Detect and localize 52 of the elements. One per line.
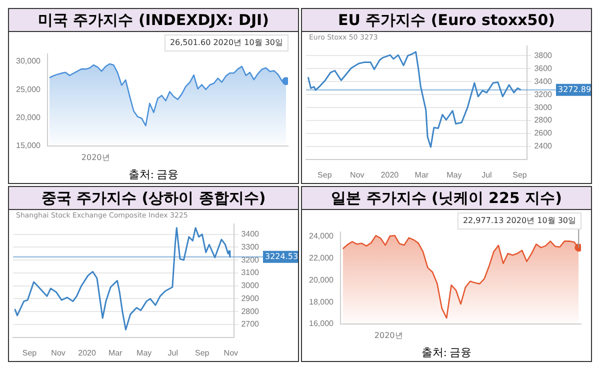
- x-tick-label: Mar: [414, 170, 429, 180]
- text: 26,501.60 2020년 10월 30일: [170, 38, 283, 48]
- y-tick-label: 20,000: [309, 275, 334, 284]
- y2-tick-label: 3800: [534, 50, 553, 60]
- x-tick-label: Sep: [195, 348, 210, 358]
- y2-tick-label: 2600: [534, 128, 553, 138]
- chart-title: 일본 주가지수 (닛케이 225 지수): [302, 187, 591, 210]
- x-tick-label: Nov: [350, 170, 364, 180]
- x-axis-title: 2020년: [81, 153, 110, 162]
- source-note: 출처: 금융: [128, 168, 180, 183]
- y-tick-label: 20,000: [16, 112, 42, 122]
- x-tick-label: May: [446, 170, 462, 180]
- chart-title: EU 주가지수 (Euro stoxx50): [302, 9, 591, 32]
- chart-title: 미국 주가지수 (INDEXDJX: DJI): [9, 9, 298, 32]
- x-tick-label: 2020: [380, 170, 400, 180]
- y2-tick-label: 3300: [241, 242, 260, 252]
- x-axis-title: 2020년: [374, 331, 403, 340]
- y-tick-label: 22,000: [309, 253, 334, 262]
- x-tick-label: 2020: [78, 348, 96, 358]
- source-note: 출처: 금융: [420, 346, 472, 361]
- y-tick-label: 25,000: [16, 84, 42, 94]
- y2-tick-label: 3200: [534, 90, 553, 99]
- y2-tick-label: 2900: [241, 294, 260, 303]
- x-tick-label: May: [136, 348, 152, 358]
- x-tick-label: Mar: [108, 348, 123, 358]
- x-tick-label: Nov: [51, 348, 66, 358]
- chart-title: 중국 주가지수 (상하이 종합지수): [9, 187, 298, 210]
- y2-tick-label: 3000: [534, 102, 553, 112]
- y2-tick-label: 3600: [534, 64, 553, 73]
- ref-line-label: 3272.89: [558, 84, 592, 94]
- y-tick-label: 15,000: [16, 141, 42, 150]
- y2-tick-label: 2700: [241, 320, 260, 329]
- y-tick-label: 16,000: [309, 319, 334, 328]
- y-tick-label: 18,000: [309, 297, 334, 306]
- x-tick-label: Sep: [22, 348, 38, 358]
- y2-tick-label: 3400: [241, 230, 260, 239]
- y2-tick-label: 2800: [534, 116, 553, 125]
- annotation: 22,977.13 2020년 10월 30일: [462, 216, 576, 226]
- x-tick-label: Jul: [482, 170, 492, 180]
- x-tick-label: Jul: [168, 348, 178, 358]
- y-tick-label: 24,000: [309, 232, 334, 241]
- y2-tick-label: 3000: [241, 281, 260, 290]
- x-tick-label: Sep: [512, 170, 528, 180]
- y-tick-label: 30,000: [16, 56, 42, 66]
- y2-tick-label: 3100: [241, 268, 260, 278]
- y2-tick-label: 2400: [534, 142, 553, 151]
- x-tick-label: Sep: [318, 170, 332, 180]
- ref-line-label: 3224.53: [265, 252, 298, 261]
- x-tick-label: Nov: [224, 348, 238, 358]
- y2-tick-label: 2800: [241, 306, 260, 316]
- y2-tick-label: 3400: [534, 76, 553, 86]
- y2-tick-label: 3200: [241, 255, 260, 264]
